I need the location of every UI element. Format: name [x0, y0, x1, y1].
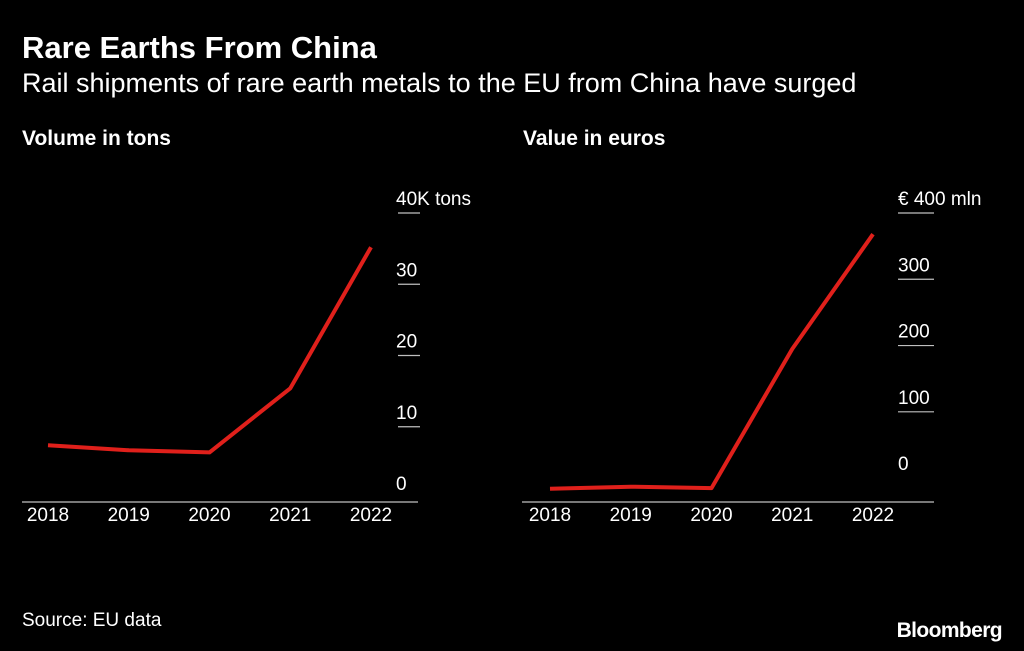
value-x-tick-label: 2018	[529, 505, 571, 526]
volume-y-tick-label: 30	[396, 260, 417, 281]
volume-series-line	[47, 246, 373, 455]
value-x-tick-label: 2019	[610, 505, 652, 526]
chart-title: Rare Earths From China	[22, 30, 377, 65]
volume-y-tick-label: 0	[396, 474, 407, 495]
bloomberg-logo: Bloomberg	[896, 619, 1003, 642]
value-x-tick-label: 2020	[690, 505, 732, 526]
value-panel-title: Value in euros	[523, 127, 666, 150]
value-x-tick-label: 2022	[852, 505, 894, 526]
chart-subtitle: Rail shipments of rare earth metals to t…	[22, 68, 857, 98]
volume-y-tick-label: 10	[396, 403, 417, 424]
volume-y-tick-label: 20	[396, 332, 417, 353]
volume-y-tick-label: 40K tons	[396, 189, 471, 210]
value-x-tick-label: 2021	[771, 505, 813, 526]
value-y-tick-label: 300	[898, 255, 930, 276]
volume-x-tick-label: 2019	[108, 505, 150, 526]
volume-x-tick-label: 2022	[350, 505, 392, 526]
value-y-tick-label: 200	[898, 322, 930, 343]
value-y-tick-label: € 400 mln	[898, 189, 981, 210]
volume-x-tick-label: 2021	[269, 505, 311, 526]
source-note: Source: EU data	[22, 610, 162, 631]
value-y-tick-label: 0	[898, 454, 909, 475]
value-series-line	[549, 233, 875, 491]
volume-panel-title: Volume in tons	[22, 127, 171, 150]
volume-x-tick-label: 2018	[27, 505, 69, 526]
volume-x-tick-label: 2020	[188, 505, 230, 526]
value-y-tick-label: 100	[898, 388, 930, 409]
